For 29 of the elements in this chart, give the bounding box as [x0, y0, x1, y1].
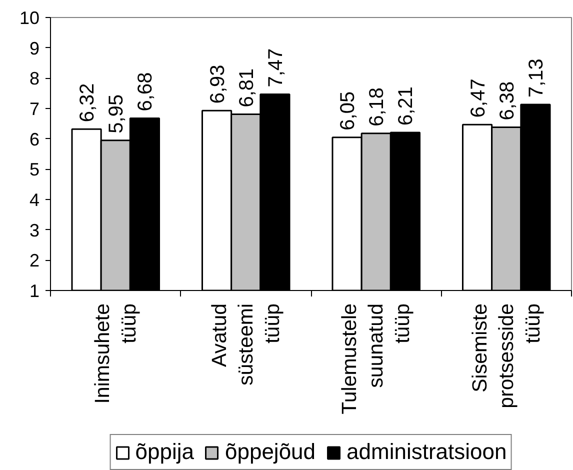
y-tick-label: 3 — [29, 220, 40, 240]
data-label: 7,47 — [264, 48, 287, 88]
y-tick-label: 5 — [29, 160, 40, 180]
data-label: 6,47 — [467, 78, 490, 118]
x-tick-label: Avatud süsteemi tüüp — [208, 303, 284, 386]
data-label: 6,18 — [366, 87, 388, 126]
data-label: 7,13 — [525, 58, 548, 98]
y-tick-label: 7 — [29, 99, 40, 119]
y-tick-label: 6 — [29, 129, 40, 150]
data-label: 6,21 — [395, 86, 418, 126]
data-label: 6,38 — [496, 81, 518, 120]
legend-label: õppija — [135, 439, 194, 465]
data-label: 6,32 — [76, 83, 99, 122]
y-tick-label: 10 — [19, 8, 40, 28]
x-tick-label: Sisemiste protsesside tüüp — [468, 303, 544, 408]
legend-label: administratsioon — [346, 439, 507, 465]
y-tick-label: 8 — [29, 68, 40, 89]
y-tick-label: 1 — [29, 281, 40, 301]
data-label: 6,93 — [206, 64, 229, 104]
legend-label: õppejõud — [224, 439, 316, 465]
data-label: 6,81 — [236, 68, 258, 108]
x-tick-label: Tulemustele suunatud tüüp — [338, 303, 414, 414]
x-tick-label: Inimsuhete tüüp — [90, 303, 140, 404]
y-tick-label: 2 — [29, 250, 40, 271]
y-tick-label: 9 — [29, 38, 40, 58]
y-tick-label: 4 — [29, 190, 40, 210]
data-label: 5,95 — [106, 94, 128, 134]
data-label: 6,05 — [337, 91, 360, 130]
data-label: 6,68 — [134, 72, 157, 112]
